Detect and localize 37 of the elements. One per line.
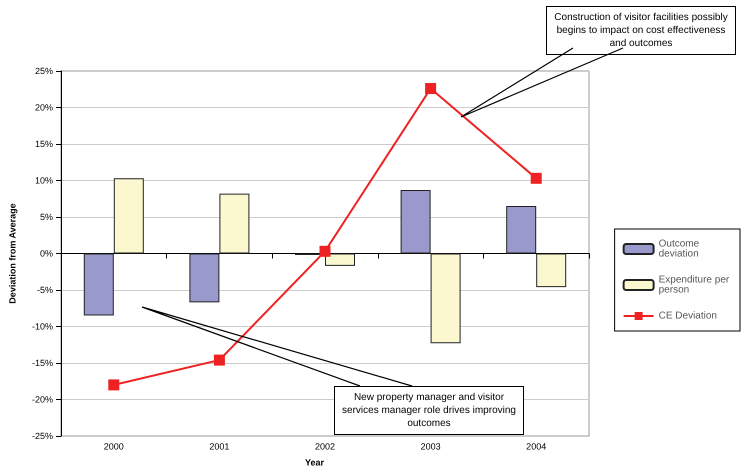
bar bbox=[325, 254, 355, 266]
bar bbox=[400, 190, 431, 254]
annotation: New property manager and visitor services manager role drives improving outcomes bbox=[334, 386, 524, 435]
y-tick-label: -15% bbox=[32, 358, 53, 368]
y-tick-label: -25% bbox=[32, 431, 53, 441]
legend-label: CE Deviation bbox=[658, 310, 717, 322]
point bbox=[320, 246, 330, 257]
point bbox=[108, 379, 120, 390]
y-tick-label: -10% bbox=[32, 322, 53, 332]
point bbox=[214, 354, 225, 366]
y-tick-label: 0% bbox=[40, 248, 53, 258]
bar bbox=[189, 254, 220, 302]
y-tick-label: -20% bbox=[32, 394, 53, 404]
bar bbox=[536, 254, 566, 288]
y-tick-label: -5% bbox=[36, 285, 53, 295]
x-tick-label: 2003 bbox=[420, 442, 441, 452]
y-tick-label: 10% bbox=[34, 176, 53, 186]
bar bbox=[506, 206, 536, 254]
legend-label: Outcome deviation bbox=[658, 238, 702, 260]
y-tick-label: 5% bbox=[40, 212, 53, 222]
bar bbox=[114, 178, 144, 254]
point bbox=[425, 83, 436, 94]
x-tick-label: 2002 bbox=[314, 442, 336, 452]
y-axis-title: Deviation from Average bbox=[8, 203, 18, 304]
x-tick-label: 2001 bbox=[209, 442, 230, 452]
bar bbox=[84, 254, 114, 316]
x-axis-title: Year bbox=[305, 458, 325, 468]
bar bbox=[430, 254, 461, 344]
x-tick-label: 2004 bbox=[526, 442, 546, 452]
legend-label: Expenditure per person bbox=[658, 274, 732, 296]
point bbox=[530, 172, 542, 184]
x-tick-label: 2000 bbox=[104, 442, 124, 452]
y-tick-label: 15% bbox=[34, 139, 53, 149]
y-tick-label: 25% bbox=[34, 66, 53, 76]
text: Construction of visitor facilities possibly begins to impact on cost effectiveness and outcomes bbox=[546, 6, 736, 55]
y-tick-label: 20% bbox=[34, 102, 53, 112]
bar bbox=[219, 194, 250, 254]
